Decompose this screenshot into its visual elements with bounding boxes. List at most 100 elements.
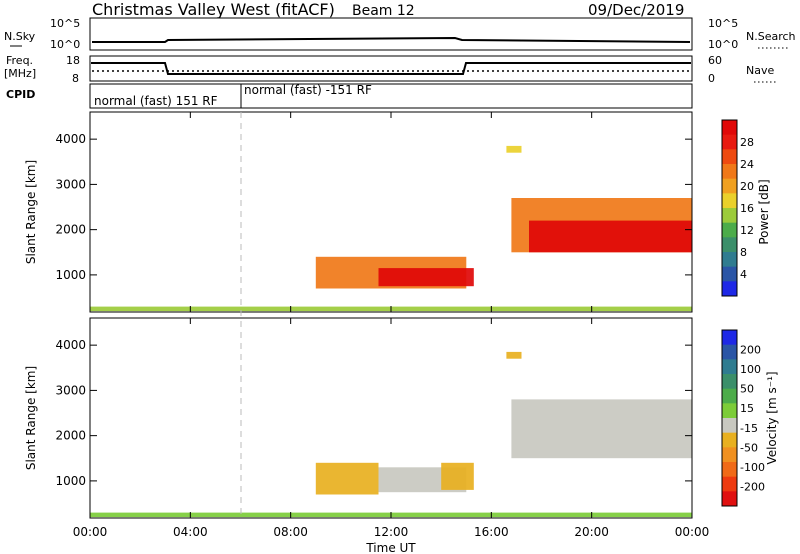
- colorbar-swatch: [722, 374, 737, 390]
- nave-label: Nave: [746, 64, 774, 77]
- power-colorbar: 4 8 12 16 20 24 28: [721, 119, 754, 297]
- colorbar-tick-label: 8: [740, 246, 747, 259]
- nsky-label: N.Sky: [4, 30, 36, 43]
- freq-tick-bottom: 8: [72, 72, 79, 85]
- freq-strip: [89, 55, 693, 82]
- velocity-colorbar: 200 100 50 15 -15 -50 -100 -200: [721, 329, 765, 507]
- colorbar-swatch: [722, 193, 737, 209]
- colorbar-tick-label: 200: [740, 344, 761, 357]
- colorbar-tick-label: 16: [740, 202, 754, 215]
- y-tick-label: 1000: [55, 474, 86, 488]
- colorbar-tick-label: 28: [740, 136, 754, 149]
- nsearch-label: N.Search: [746, 30, 796, 43]
- x-tick-label: 16:00: [474, 525, 509, 539]
- velocity-y-ticks: 1000 2000 3000 4000: [55, 338, 692, 488]
- colorbar-swatch: [722, 476, 737, 492]
- colorbar-swatch: [722, 120, 737, 136]
- velocity-data-region: [315, 462, 379, 495]
- colorbar-swatch: [722, 403, 737, 419]
- velocity-data-region: [511, 399, 692, 459]
- colorbar-tick-label: -200: [740, 480, 765, 493]
- freq-unit: [MHz]: [4, 67, 36, 80]
- colorbar-swatch: [722, 208, 737, 224]
- colorbar-swatch: [722, 222, 737, 238]
- colorbar-tick-label: 12: [740, 224, 754, 237]
- velocity-ylabel: Slant Range [km]: [24, 366, 38, 470]
- freq-label: Freq.: [6, 54, 33, 67]
- velocity-data-region: [441, 462, 474, 490]
- colorbar-tick-label: -100: [740, 461, 765, 474]
- colorbar-tick-label: 50: [740, 383, 754, 396]
- velocity-panel: 1000 2000 3000 4000 Slant Range [km]: [24, 317, 693, 519]
- y-tick-label: 2000: [55, 223, 86, 237]
- nsky-tick-bottom: 10^0: [50, 38, 80, 51]
- date-label: 09/Dec/2019: [588, 1, 684, 19]
- y-tick-label: 4000: [55, 338, 86, 352]
- colorbar-tick-label: 4: [740, 268, 747, 281]
- cpid-mode-1: normal (fast) 151 RF: [94, 94, 218, 108]
- colorbar-swatch: [722, 149, 737, 165]
- nsky-tick-top: 10^5: [50, 17, 80, 30]
- colorbar-swatch: [722, 330, 737, 346]
- x-tick-label: 04:00: [173, 525, 208, 539]
- colorbar-swatch: [722, 359, 737, 375]
- colorbar-swatch: [722, 491, 737, 507]
- colorbar-tick-label: 20: [740, 180, 754, 193]
- x-tick-label: 08:00: [273, 525, 308, 539]
- y-tick-label: 3000: [55, 383, 86, 397]
- nave-tick-bottom: 0: [708, 72, 715, 85]
- nave-tick-top: 60: [708, 54, 722, 67]
- x-tick-label: 20:00: [574, 525, 609, 539]
- nsearch-tick-bottom: 10^0: [708, 38, 738, 51]
- cpid-label: CPID: [6, 88, 35, 101]
- colorbar-swatch: [722, 134, 737, 150]
- colorbar-frame: [721, 119, 738, 297]
- power-data-region: [378, 268, 474, 287]
- colorbar-swatch: [722, 281, 737, 297]
- power-data-cells: [90, 145, 692, 312]
- colorbar-swatch: [722, 447, 737, 463]
- plot-title: Christmas Valley West (fitACF): [92, 0, 335, 19]
- beam-label: Beam 12: [352, 3, 415, 19]
- power-data-region: [529, 220, 692, 253]
- colorbar-frame: [721, 329, 738, 507]
- colorbar-swatch: [722, 432, 737, 448]
- nsky-line: [92, 36, 691, 43]
- colorbar-swatch: [722, 164, 737, 180]
- velocity-colorbar-label: Velocity [m s⁻¹]: [765, 371, 779, 464]
- colorbar-swatch: [722, 388, 737, 404]
- colorbar-swatch: [722, 237, 737, 253]
- power-y-ticks: 1000 2000 3000 4000: [55, 132, 692, 282]
- colorbar-swatch: [722, 178, 737, 194]
- colorbar-swatch: [722, 418, 737, 434]
- power-colorbar-label: Power [dB]: [757, 179, 771, 244]
- power-data-region: [506, 145, 522, 153]
- cpid-strip: [89, 83, 693, 109]
- y-tick-label: 3000: [55, 177, 86, 191]
- power-panel: 1000 2000 3000 4000 Slant Range [km]: [24, 111, 693, 313]
- y-tick-label: 2000: [55, 429, 86, 443]
- colorbar-tick-label: 24: [740, 158, 754, 171]
- nsearch-tick-top: 10^5: [708, 17, 738, 30]
- cpid-mode-2: normal (fast) -151 RF: [244, 83, 372, 97]
- colorbar-tick-label: -50: [740, 441, 758, 454]
- power-ylabel: Slant Range [km]: [24, 160, 38, 264]
- colorbar-swatch: [722, 462, 737, 478]
- y-tick-label: 4000: [55, 132, 86, 146]
- colorbar-tick-label: -15: [740, 422, 758, 435]
- colorbar-swatch: [722, 266, 737, 282]
- colorbar-swatch: [722, 344, 737, 360]
- x-tick-label: 00:00: [675, 525, 710, 539]
- x-tick-label: 00:00: [73, 525, 108, 539]
- colorbar-swatch: [722, 252, 737, 268]
- y-tick-label: 1000: [55, 268, 86, 282]
- velocity-data-region: [506, 351, 522, 359]
- x-axis-ticks: 00:00 04:00 08:00 12:00 16:00 20:00 00:00: [73, 112, 710, 539]
- freq-line: [91, 62, 691, 75]
- colorbar-tick-label: 100: [740, 363, 761, 376]
- freq-tick-top: 18: [66, 54, 80, 67]
- colorbar-tick-label: 15: [740, 402, 754, 415]
- nsky-strip: [89, 17, 693, 51]
- x-axis-label: Time UT: [365, 541, 416, 554]
